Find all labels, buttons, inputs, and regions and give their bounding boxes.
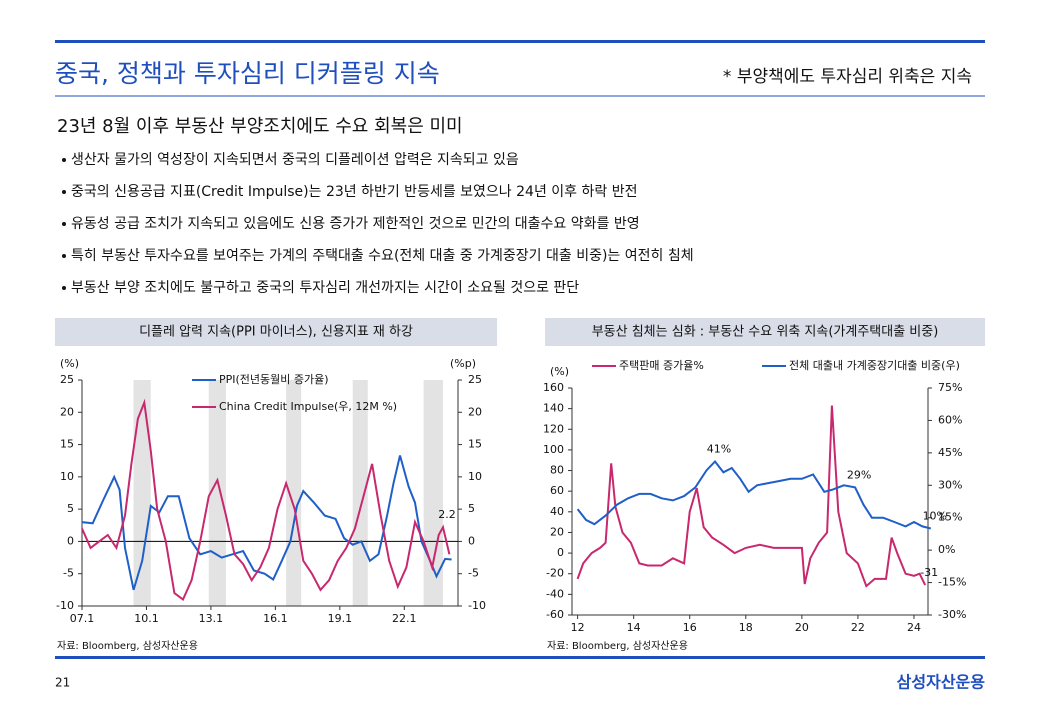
- series-line: [576, 459, 932, 530]
- y-tick-label: -10: [56, 599, 74, 612]
- chart-title: 디플레 압력 지속(PPI 마이너스), 신용지표 재 하강: [139, 325, 413, 340]
- y-tick-label: 15: [60, 438, 74, 451]
- series-line: [81, 398, 451, 602]
- y-tick-label: 160: [543, 381, 564, 394]
- bullet-dot: [62, 190, 66, 194]
- y-axis-label: (%): [60, 357, 79, 370]
- y-tick-label: 60: [550, 484, 564, 497]
- y2-tick-label: -10: [468, 599, 486, 612]
- chart-title-box: [55, 318, 497, 346]
- x-tick-label: 13.1: [199, 612, 224, 625]
- y-tick-label: 100: [543, 443, 564, 456]
- y2-tick-label: 0%: [938, 543, 955, 556]
- top-rule: [55, 40, 985, 43]
- annotation: 10%: [923, 510, 947, 523]
- legend-label: 주택판매 증가율%: [619, 359, 704, 372]
- y-axis-label: (%): [550, 365, 569, 378]
- x-tick-label: 24: [907, 621, 921, 634]
- bottom-rule: [55, 656, 985, 659]
- y2-tick-label: 75%: [938, 381, 962, 394]
- annotation: 41%: [707, 443, 731, 456]
- x-tick-label: 12: [571, 621, 585, 634]
- legend-label: 전체 대출내 가계중장기대출 비중(우): [789, 359, 960, 372]
- y2-tick-label: 15%: [938, 511, 962, 524]
- y-tick-label: 120: [543, 422, 564, 435]
- y2-tick-label: 20: [468, 405, 482, 418]
- x-tick-label: 19.1: [328, 612, 353, 625]
- y2-tick-label: -15%: [938, 576, 966, 589]
- annotation: 2.2: [438, 508, 456, 521]
- shaded-period: [423, 380, 443, 606]
- y-tick-label: 0: [557, 546, 564, 559]
- x-tick-label: 16: [683, 621, 697, 634]
- x-tick-label: 07.1: [70, 612, 95, 625]
- legend-label: PPI(전년동월비 증가율): [219, 373, 329, 386]
- y-tick-label: 25: [60, 373, 74, 386]
- y-tick-label: 80: [550, 464, 564, 477]
- bullet: 생산자 물가의 역성장이 지속되면서 중국의 디플레이션 압력은 지속되고 있음: [71, 152, 519, 168]
- x-tick-label: 10.1: [134, 612, 159, 625]
- y-tick-label: -40: [546, 587, 564, 600]
- legend-label: China Credit Impulse(우, 12M %): [219, 400, 397, 413]
- bullet-dot: [62, 222, 66, 226]
- y-tick-label: 5: [67, 502, 74, 515]
- header-note: * 부양책에도 투자심리 위축은 지속: [723, 67, 972, 87]
- x-tick-label: 20: [795, 621, 809, 634]
- y2-tick-label: 0: [468, 534, 475, 547]
- y2-tick-label: 30%: [938, 478, 962, 491]
- annotation: -31: [920, 566, 938, 579]
- y-tick-label: 140: [543, 402, 564, 415]
- y-tick-label: 40: [550, 505, 564, 518]
- x-tick-label: 14: [627, 621, 641, 634]
- bullet: 특히 부동산 투자수요를 보여주는 가계의 주택대출 수요(전체 대출 중 가계…: [71, 248, 694, 264]
- y-tick-label: 20: [60, 405, 74, 418]
- slide-title: 중국, 정책과 투자심리 디커플링 지속: [55, 59, 440, 88]
- shaded-period: [286, 380, 302, 606]
- x-tick-label: 22.1: [392, 612, 417, 625]
- y-tick-label: -5: [63, 567, 74, 580]
- y-tick-label: -60: [546, 608, 564, 621]
- bullet: 유동성 공급 조치가 지속되고 있음에도 신용 증가가 제한적인 것으로 민간의…: [71, 216, 640, 232]
- y2-tick-label: 60%: [938, 413, 962, 426]
- source-note: 자료: Bloomberg, 삼성자산운용: [57, 640, 198, 652]
- bullet-list: 생산자 물가의 역성장이 지속되면서 중국의 디플레이션 압력은 지속되고 있음…: [62, 152, 694, 296]
- logo: 삼성자산운용: [897, 673, 986, 692]
- source-note: 자료: Bloomberg, 삼성자산운용: [547, 640, 688, 652]
- y-tick-label: 20: [550, 525, 564, 538]
- bullet: 중국의 신용공급 지표(Credit Impulse)는 23년 하반기 반등세…: [71, 184, 637, 200]
- page-number: 21: [55, 676, 70, 690]
- y-tick-label: -20: [546, 567, 564, 580]
- y2-tick-label: 25: [468, 373, 482, 386]
- bullet-dot: [62, 286, 66, 290]
- y-tick-label: 10: [60, 470, 74, 483]
- shaded-period: [133, 380, 151, 606]
- bullet-dot: [62, 254, 66, 258]
- shaded-period: [208, 380, 226, 606]
- bullet-dot: [62, 158, 66, 162]
- chart-title: 부동산 침체는 심화 : 부동산 수요 위축 지속(가계주택대출 비중): [592, 325, 939, 340]
- y2-tick-label: 5: [468, 502, 475, 515]
- y2-tick-label: 10: [468, 470, 482, 483]
- y2-tick-label: -30%: [938, 608, 966, 621]
- headline: 23년 8월 이후 부동산 부양조치에도 수요 회복은 미미: [57, 116, 463, 137]
- series-line: [81, 455, 452, 591]
- shaded-period: [352, 380, 368, 606]
- y2-tick-label: 45%: [938, 446, 962, 459]
- annotation: 29%: [847, 468, 871, 481]
- x-tick-label: 22: [851, 621, 865, 634]
- y2-tick-label: -5: [468, 567, 479, 580]
- series-line: [576, 405, 927, 588]
- x-tick-label: 18: [739, 621, 753, 634]
- bullet: 부동산 부양 조치에도 불구하고 중국의 투자심리 개선까지는 시간이 소요될 …: [71, 280, 579, 296]
- y-tick-label: 0: [67, 534, 74, 547]
- chart-title-box: [545, 318, 985, 346]
- y2-axis-label: (%p): [450, 357, 476, 370]
- y2-tick-label: 15: [468, 438, 482, 451]
- x-tick-label: 16.1: [263, 612, 288, 625]
